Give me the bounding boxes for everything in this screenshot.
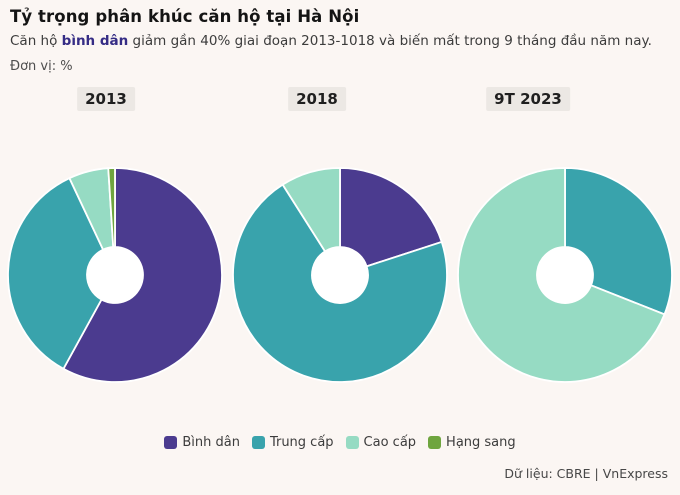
legend-label: Trung cấp <box>269 435 334 450</box>
source-credit: Dữ liệu: CBRE | VnExpress <box>504 466 668 481</box>
legend-label: Cao cấp <box>363 435 417 450</box>
year-label-2018: 2018 <box>288 87 346 111</box>
legend-item-hang-sang[interactable]: Hạng sang <box>428 435 516 450</box>
donut-slice-trung-cap <box>564 167 673 316</box>
donut-slice-trung-cap <box>7 176 105 370</box>
donut-svg <box>232 167 448 383</box>
donut-slice-cao-cap <box>457 167 666 383</box>
legend-swatch-binh-dan <box>164 436 178 449</box>
donut-slice-cao-cap <box>281 167 341 253</box>
legend-label: Hạng sang <box>446 435 516 450</box>
subtitle-text: Căn hộ <box>10 33 62 49</box>
donut-chart-2013 <box>6 166 224 384</box>
donut-svg <box>457 167 673 383</box>
year-label-9t-2023: 9T 2023 <box>486 87 570 111</box>
donut-svg <box>7 167 223 383</box>
chart-title: Tỷ trọng phân khúc căn hộ tại Hà Nội <box>10 7 360 26</box>
donut-slice-trung-cap <box>232 183 448 383</box>
chart-subtitle: Căn hộ bình dân giảm gần 40% giai đoạn 2… <box>10 33 652 49</box>
subtitle-text-rest: giảm gần 40% giai đoạn 2013-1018 và biến… <box>128 33 652 49</box>
legend-item-trung-cap[interactable]: Trung cấp <box>251 435 334 450</box>
legend: Bình dân Trung cấp Cao cấp Hạng sang <box>0 435 680 450</box>
donut-slice-binh-dan <box>62 167 223 383</box>
donut-slice-binh-dan <box>339 167 443 268</box>
legend-item-cao-cap[interactable]: Cao cấp <box>345 435 417 450</box>
legend-swatch-trung-cap <box>251 436 265 449</box>
donut-hole <box>312 247 368 303</box>
donut-hole <box>87 247 143 303</box>
donut-slice-hang-sang <box>107 167 116 249</box>
legend-item-binh-dan[interactable]: Bình dân <box>164 435 240 450</box>
legend-swatch-cao-cap <box>345 436 359 449</box>
donut-hole <box>537 247 593 303</box>
donut-chart-2018 <box>231 166 449 384</box>
subtitle-highlight: bình dân <box>61 33 129 49</box>
donut-chart-9t-2023 <box>456 166 674 384</box>
legend-label: Bình dân <box>182 435 240 450</box>
year-label-2013: 2013 <box>77 87 135 111</box>
legend-swatch-hang-sang <box>428 436 442 449</box>
unit-label: Đơn vị: % <box>10 59 73 74</box>
